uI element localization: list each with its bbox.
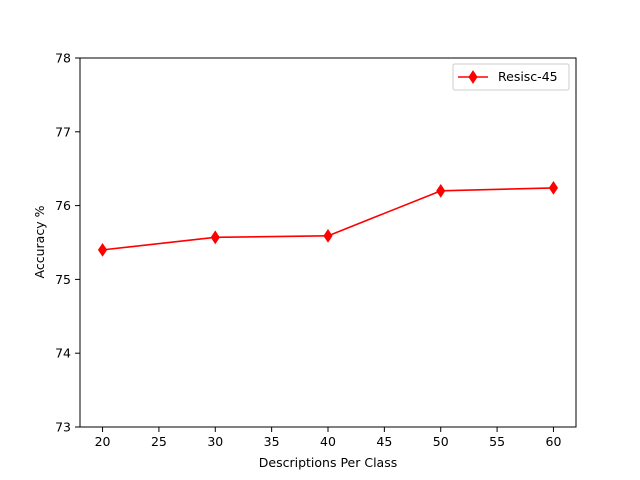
x-tick-label: 50 — [433, 434, 449, 449]
legend-marker-resisc-45 — [468, 70, 478, 84]
y-tick-label: 78 — [55, 51, 71, 66]
data-point-marker — [436, 183, 446, 198]
x-axis: 20 25 30 35 40 45 50 55 60 — [95, 427, 562, 449]
x-tick-label: 25 — [151, 434, 167, 449]
plot-area — [97, 180, 559, 257]
y-axis-label: Accuracy % — [32, 205, 47, 278]
x-tick-label: 30 — [207, 434, 223, 449]
legend: Resisc-45 — [452, 63, 570, 91]
y-tick-label: 73 — [55, 420, 71, 435]
x-tick-label: 55 — [489, 434, 505, 449]
y-tick-label: 76 — [55, 198, 71, 213]
legend-box — [452, 63, 570, 91]
y-axis: 73 74 75 76 77 78 — [55, 51, 80, 435]
plot-frame — [79, 57, 577, 428]
legend-label-resisc-45: Resisc-45 — [498, 69, 558, 84]
x-tick-label: 35 — [264, 434, 280, 449]
y-tick-label: 75 — [55, 272, 71, 287]
y-tick-label: 74 — [55, 346, 71, 361]
x-axis-label: Descriptions Per Class — [259, 455, 397, 470]
data-point-marker — [210, 230, 220, 245]
data-point-marker — [97, 242, 108, 257]
x-tick-label: 40 — [320, 434, 336, 449]
x-tick-label: 45 — [376, 434, 392, 449]
y-tick-label: 77 — [55, 124, 71, 139]
x-tick-label: 20 — [95, 434, 111, 449]
x-tick-label: 60 — [546, 434, 562, 449]
data-point-marker — [548, 180, 559, 195]
data-point-marker — [323, 228, 333, 243]
